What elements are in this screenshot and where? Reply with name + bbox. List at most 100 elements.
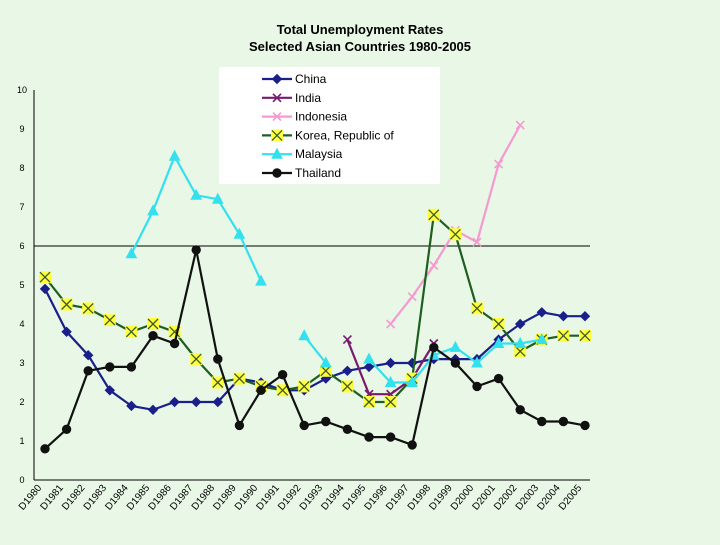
- legend-item-china: China: [262, 72, 327, 86]
- data-point-korea-republic-of-cross: [341, 380, 353, 392]
- data-point-malaysia: [211, 192, 224, 204]
- data-point-malaysia: [514, 336, 527, 348]
- data-point-thailand: [234, 420, 245, 431]
- y-tick-label: 1: [19, 436, 24, 446]
- legend-swatch-marker-cross: [271, 129, 283, 141]
- data-point-thailand: [126, 362, 137, 372]
- data-point-korea-republic-of: [276, 384, 289, 397]
- data-point-thailand: [515, 405, 525, 415]
- data-point-china: [190, 396, 202, 408]
- data-point-korea-republic-of-cross: [385, 396, 397, 408]
- data-point-china: [104, 385, 116, 396]
- series-line-korea-republic-of: [44, 212, 585, 404]
- legend-item-thailand: Thailand: [262, 166, 341, 180]
- data-point-korea-republic-of: [471, 302, 483, 315]
- data-point-korea-republic-of-cross: [277, 384, 289, 396]
- legend-swatch-marker: [271, 129, 283, 142]
- data-point-indonesia: [386, 319, 396, 329]
- data-point-malaysia: [535, 333, 548, 345]
- data-point-malaysia: [190, 188, 203, 200]
- data-point-malaysia: [406, 375, 419, 387]
- data-point-thailand: [558, 416, 569, 427]
- data-point-thailand: [256, 385, 266, 395]
- data-point-korea-republic-of: [147, 318, 159, 330]
- data-point-korea-republic-of: [298, 380, 311, 393]
- data-point-indonesia: [494, 159, 504, 169]
- data-point-china: [342, 365, 353, 377]
- legend-swatch-marker: [272, 112, 282, 122]
- data-point-korea-republic-of-cross: [428, 209, 440, 221]
- data-point-china: [126, 400, 137, 412]
- data-point-thailand: [472, 381, 482, 392]
- data-point-korea-republic-of-cross: [471, 302, 483, 314]
- data-point-china: [82, 349, 94, 361]
- y-tick-label: 5: [19, 280, 24, 290]
- data-point-korea-republic-of-cross: [39, 271, 51, 283]
- data-point-korea-republic-of: [82, 302, 95, 315]
- data-point-china: [39, 283, 51, 295]
- y-tick-label: 2: [19, 397, 24, 407]
- legend-item-india: India: [262, 91, 321, 105]
- data-point-china: [579, 310, 591, 322]
- legend-label: Korea, Republic of: [295, 128, 394, 142]
- data-point-malaysia: [449, 340, 462, 352]
- data-point-thailand: [450, 358, 461, 368]
- y-tick-label: 8: [19, 163, 24, 173]
- data-point-china: [385, 357, 396, 369]
- data-point-korea-republic-of: [190, 353, 203, 366]
- data-point-malaysia: [471, 356, 483, 368]
- data-point-korea-republic-of: [384, 396, 397, 408]
- data-point-malaysia: [384, 375, 397, 387]
- data-point-korea-republic-of-cross: [579, 330, 591, 342]
- legend-label: Thailand: [295, 166, 341, 180]
- legend: China India Indonesia Korea, Republic of Mal…: [219, 67, 440, 184]
- data-point-thailand: [105, 362, 115, 372]
- data-point-indonesia: [407, 292, 417, 302]
- data-point-china: [147, 404, 159, 416]
- data-point-korea-republic-of: [579, 329, 591, 342]
- data-point-malaysia: [492, 336, 505, 348]
- data-point-korea-republic-of: [557, 329, 570, 342]
- data-point-china: [536, 307, 548, 318]
- data-point-korea-republic-of: [449, 228, 462, 241]
- legend-swatch-marker: [271, 147, 283, 159]
- y-tick-label: 7: [19, 202, 24, 212]
- data-point-malaysia: [233, 227, 246, 239]
- data-point-korea-republic-of-cross: [212, 377, 224, 388]
- data-point-indonesia: [472, 237, 482, 247]
- data-point-korea-republic-of: [103, 314, 116, 327]
- data-point-indonesia: [429, 260, 439, 271]
- data-point-thailand: [321, 416, 331, 427]
- y-tick-label: 10: [17, 85, 27, 95]
- data-point-korea-republic-of-cross: [363, 396, 375, 408]
- legend-label: China: [295, 72, 327, 86]
- legend-swatch-marker: [272, 93, 282, 103]
- data-point-korea-republic-of: [125, 325, 138, 338]
- data-point-thailand: [61, 424, 72, 434]
- series-line-malaysia: [303, 335, 327, 364]
- data-point-korea-republic-of-cross: [190, 353, 202, 365]
- data-point-thailand: [580, 420, 590, 431]
- data-point-malaysia: [319, 356, 332, 368]
- chart-title: Total Unemployment Rates: [277, 22, 444, 37]
- y-tick-label: 0: [19, 475, 24, 485]
- y-tick-labels: 0 1 2 3 4 5 6 7 8 9 10: [17, 85, 27, 485]
- chart-subtitle: Selected Asian Countries 1980-2005: [249, 39, 471, 54]
- series-layer: [39, 120, 591, 454]
- legend-item-malaysia: Malaysia: [262, 147, 343, 161]
- data-point-malaysia: [147, 204, 159, 216]
- data-point-korea-republic-of-cross: [125, 326, 137, 338]
- y-tick-label: 4: [19, 319, 24, 329]
- x-tick-label: D2005: [557, 483, 585, 513]
- data-point-china: [558, 310, 569, 322]
- legend-swatch-marker: [271, 73, 283, 85]
- data-point-thailand: [364, 432, 374, 442]
- legend-label: India: [295, 91, 321, 105]
- data-point-china: [514, 318, 526, 330]
- data-point-malaysia: [255, 274, 267, 286]
- data-point-indonesia: [515, 120, 525, 130]
- legend-box: [219, 67, 440, 184]
- data-point-india: [342, 335, 352, 345]
- data-point-malaysia: [125, 247, 138, 259]
